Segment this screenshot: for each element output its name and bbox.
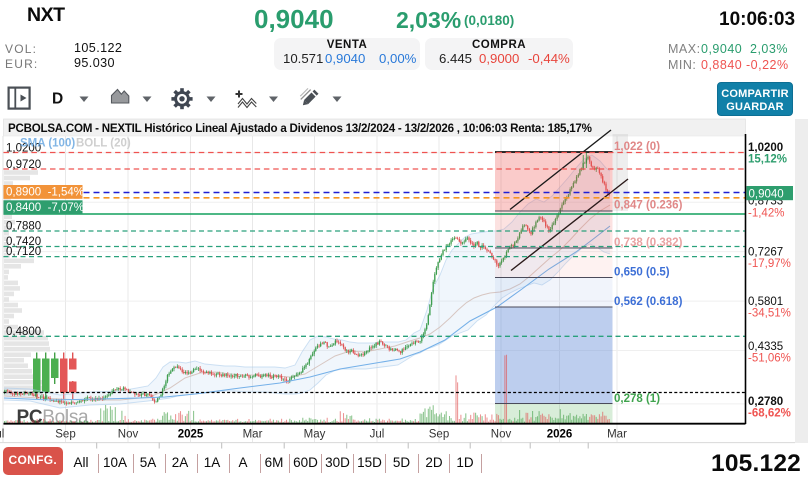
svg-text:-17,97%: -17,97% [748,258,791,270]
svg-text:Jul: Jul [370,429,385,441]
svg-text:0,738 (0.382): 0,738 (0.382) [614,237,683,249]
svg-text:May: May [304,429,326,441]
svg-text:Sep: Sep [429,429,449,441]
svg-text:-51,06%: -51,06% [748,353,791,365]
svg-text:Mar: Mar [607,429,627,441]
svg-text:Mar: Mar [243,429,263,441]
svg-text:Jul: Jul [0,429,4,441]
svg-text:1,0200: 1,0200 [6,143,41,155]
svg-text:0,847 (0.236): 0,847 (0.236) [614,200,683,212]
svg-text:0,9720: 0,9720 [6,159,41,171]
svg-text:0,4335: 0,4335 [748,341,783,353]
svg-text:0,5801: 0,5801 [748,296,783,308]
svg-text:BOLL (20): BOLL (20) [76,138,131,150]
svg-text:0,278 (1): 0,278 (1) [614,393,660,405]
svg-text:2025: 2025 [178,429,204,441]
svg-text:Nov: Nov [118,429,139,441]
svg-text:-68,62%: -68,62% [748,408,791,420]
svg-text:D: D [52,91,63,108]
svg-text:0,7120: 0,7120 [6,246,41,258]
svg-text:1,0200: 1,0200 [748,142,783,154]
svg-text:-1,42%: -1,42% [748,208,784,220]
svg-text:0,562 (0.618): 0,562 (0.618) [614,296,683,308]
svg-text:0,7267: 0,7267 [748,247,783,259]
svg-text:0,9040: 0,9040 [749,188,784,200]
svg-text:2026: 2026 [547,429,573,441]
svg-text:0,7420: 0,7420 [6,236,41,248]
svg-text:-34,51%: -34,51% [748,308,791,320]
svg-text:1,022 (0): 1,022 (0) [614,141,660,153]
svg-text:0,8400 -7,07%: 0,8400 -7,07% [6,202,84,214]
svg-text:Nov: Nov [491,429,512,441]
svg-text:0,4800: 0,4800 [6,326,41,338]
svg-text:0,650 (0.5): 0,650 (0.5) [614,267,670,279]
svg-text:15,12%: 15,12% [748,154,787,166]
svg-text:Sep: Sep [55,429,75,441]
svg-text:0,7880: 0,7880 [6,221,41,233]
svg-text:0,2780: 0,2780 [748,396,783,408]
svg-text:0,8900 -1,54%: 0,8900 -1,54% [6,187,84,199]
svg-text:SMA (100): SMA (100) [20,138,75,150]
svg-text:PCBolsa: PCBolsa [17,407,90,428]
svg-text:PCBOLSA.COM - NEXTIL Histórico: PCBOLSA.COM - NEXTIL Histórico Lineal Aj… [8,122,592,135]
